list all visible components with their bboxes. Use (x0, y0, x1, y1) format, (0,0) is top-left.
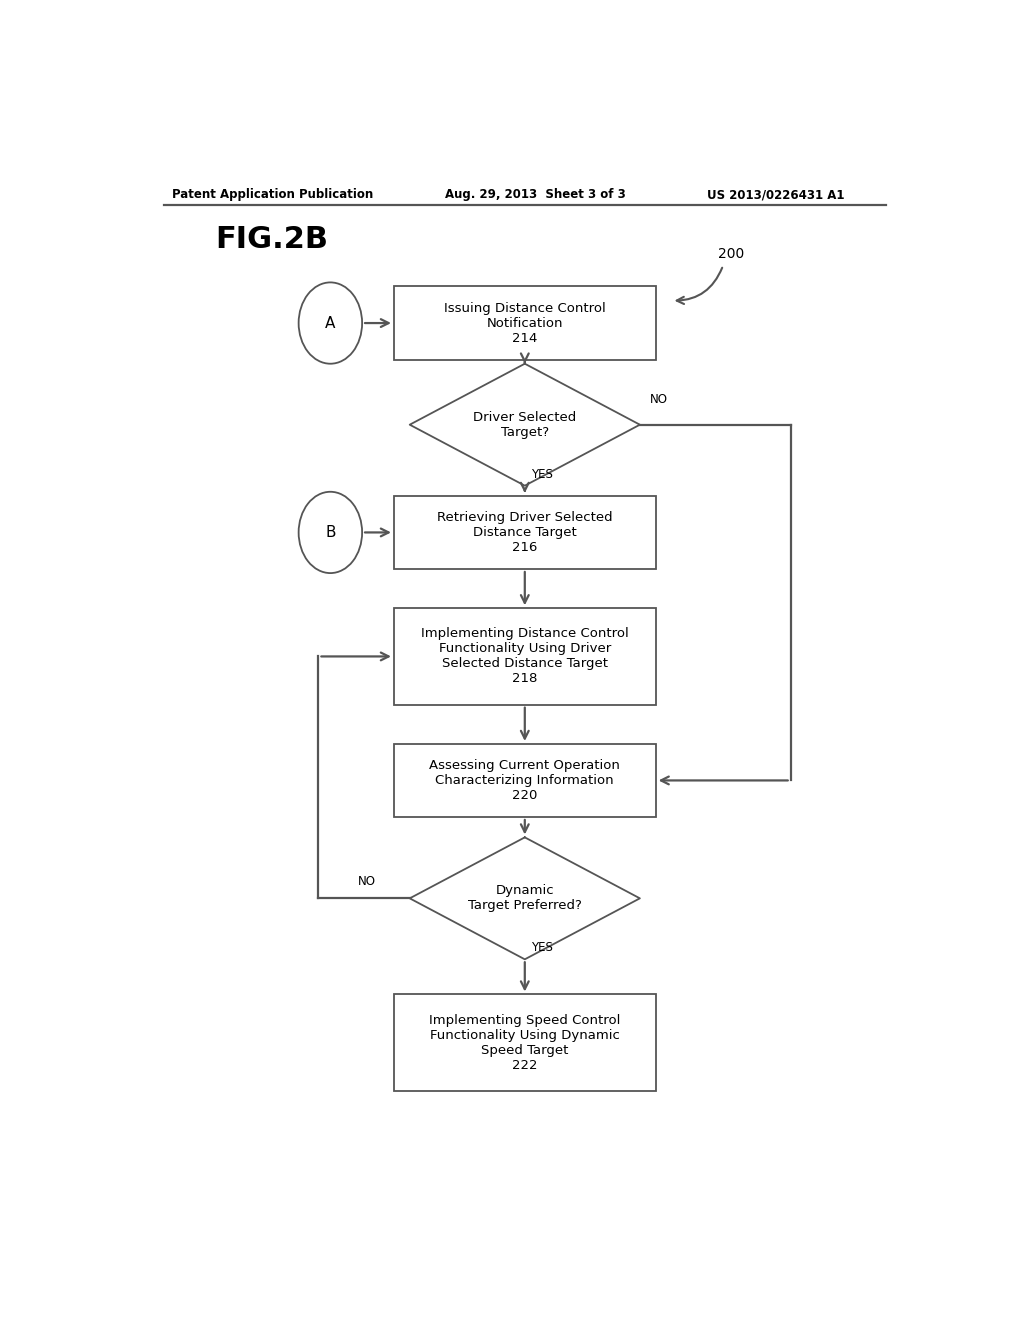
Text: Implementing Speed Control
Functionality Using Dynamic
Speed Target
222: Implementing Speed Control Functionality… (429, 1014, 621, 1072)
Text: Issuing Distance Control
Notification
214: Issuing Distance Control Notification 21… (444, 301, 605, 345)
Polygon shape (410, 364, 640, 486)
FancyBboxPatch shape (394, 744, 655, 817)
FancyBboxPatch shape (394, 609, 655, 705)
FancyBboxPatch shape (394, 286, 655, 359)
Text: YES: YES (531, 467, 553, 480)
Text: B: B (325, 525, 336, 540)
Polygon shape (410, 837, 640, 960)
FancyArrowPatch shape (677, 268, 722, 304)
Text: Retrieving Driver Selected
Distance Target
216: Retrieving Driver Selected Distance Targ… (437, 511, 612, 554)
Text: A: A (326, 315, 336, 330)
FancyBboxPatch shape (394, 994, 655, 1090)
FancyBboxPatch shape (394, 496, 655, 569)
Text: YES: YES (531, 941, 553, 954)
Circle shape (299, 282, 362, 364)
Text: NO: NO (358, 875, 376, 888)
Text: Assessing Current Operation
Characterizing Information
220: Assessing Current Operation Characterizi… (429, 759, 621, 803)
Text: FIG.2B: FIG.2B (215, 226, 329, 255)
Text: Aug. 29, 2013  Sheet 3 of 3: Aug. 29, 2013 Sheet 3 of 3 (445, 189, 627, 202)
Circle shape (299, 492, 362, 573)
Text: US 2013/0226431 A1: US 2013/0226431 A1 (708, 189, 845, 202)
Text: Driver Selected
Target?: Driver Selected Target? (473, 411, 577, 438)
Text: 200: 200 (718, 247, 744, 261)
Text: Dynamic
Target Preferred?: Dynamic Target Preferred? (468, 884, 582, 912)
Text: Implementing Distance Control
Functionality Using Driver
Selected Distance Targe: Implementing Distance Control Functional… (421, 627, 629, 685)
Text: NO: NO (649, 393, 668, 407)
Text: Patent Application Publication: Patent Application Publication (172, 189, 373, 202)
